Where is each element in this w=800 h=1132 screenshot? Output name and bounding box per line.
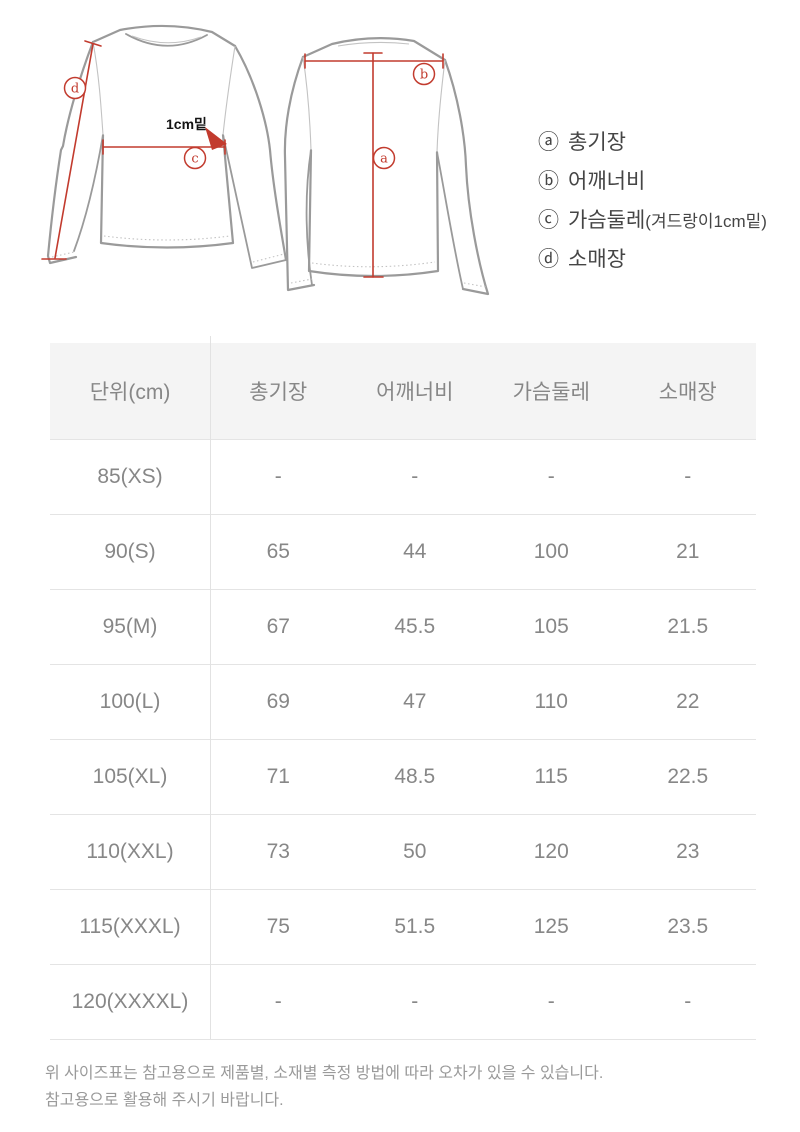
cell-shoulder: 48.5 xyxy=(394,765,436,788)
table-row: 85(XS) - - - - xyxy=(50,439,756,514)
legend-item-shoulder-width: ⓑ 어깨너비 xyxy=(538,165,767,195)
marker-a: a xyxy=(380,152,388,167)
table-row: 100(L) 69 47 110 22 xyxy=(50,664,756,739)
circled-d-icon: ⓓ xyxy=(538,248,559,271)
marker-b: b xyxy=(420,68,428,83)
cell-chest: - xyxy=(547,465,555,488)
cell-shoulder: - xyxy=(411,465,419,488)
measurement-lines xyxy=(41,40,444,278)
armpit-pointer xyxy=(205,127,227,150)
disclaimer-line-2: 참고용으로 활용해 주시기 바랍니다. xyxy=(45,1092,284,1109)
cell-total-length: 75 xyxy=(266,915,290,938)
size-label: 115(XXXL) xyxy=(79,915,181,938)
cell-shoulder: 51.5 xyxy=(394,915,436,938)
circled-a-icon: ⓐ xyxy=(538,131,559,154)
size-label: 100(L) xyxy=(99,690,161,713)
size-label: 110(XXL) xyxy=(86,840,174,863)
cell-shoulder: 50 xyxy=(403,840,427,863)
legend-label: 가슴둘레 xyxy=(568,209,646,232)
cell-chest: 115 xyxy=(534,765,568,788)
column-header-shoulder: 어깨너비 xyxy=(376,381,454,404)
marker-circles: d c b a xyxy=(63,62,436,170)
legend-label-suffix: (겨드랑이1cm밑) xyxy=(645,212,767,231)
size-label: 105(XL) xyxy=(92,765,168,788)
cell-sleeve: 22.5 xyxy=(667,765,709,788)
legend-label: 소매장 xyxy=(568,248,626,271)
circled-c-icon: ⓒ xyxy=(538,209,559,232)
cell-total-length: 67 xyxy=(266,615,290,638)
column-header-unit: 단위(cm) xyxy=(89,381,171,404)
size-label: 85(XS) xyxy=(97,465,163,488)
cell-shoulder: - xyxy=(411,990,419,1013)
cell-total-length: 73 xyxy=(266,840,290,863)
table-row: 95(M) 67 45.5 105 21.5 xyxy=(50,589,756,664)
cell-total-length: 69 xyxy=(266,690,290,713)
legend-label: 어깨너비 xyxy=(568,170,646,193)
disclaimer-line-1: 위 사이즈표는 참고용으로 제품별, 소재별 측정 방법에 따라 오차가 있을 … xyxy=(45,1065,604,1082)
measurement-diagram: d c b a 1cm밑 xyxy=(0,0,800,320)
size-label: 95(M) xyxy=(102,615,158,638)
table-row: 110(XXL) 73 50 120 23 xyxy=(50,814,756,889)
size-label: 90(S) xyxy=(104,540,156,563)
column-header-chest: 가슴둘레 xyxy=(512,381,590,404)
legend-item-sleeve: ⓓ 소매장 xyxy=(538,243,767,273)
table-header-row: 단위(cm) 총기장 어깨너비 가슴둘레 소매장 xyxy=(50,343,756,439)
legend-item-chest: ⓒ 가슴둘레 (겨드랑이1cm밑) xyxy=(538,204,767,234)
cell-total-length: 71 xyxy=(266,765,290,788)
front-shirt-seams xyxy=(51,35,285,263)
disclaimer-note: 위 사이즈표는 참고용으로 제품별, 소재별 측정 방법에 따라 오차가 있을 … xyxy=(45,1060,603,1114)
cell-sleeve: - xyxy=(684,990,692,1013)
cell-sleeve: 23 xyxy=(676,840,700,863)
size-label: 120(XXXXL) xyxy=(71,990,189,1013)
table-row: 105(XL) 71 48.5 115 22.5 xyxy=(50,739,756,814)
armpit-note-label: 1cm밑 xyxy=(166,116,207,132)
measurement-legend: ⓐ 총기장 ⓑ 어깨너비 ⓒ 가슴둘레 (겨드랑이1cm밑) ⓓ 소매장 xyxy=(538,126,767,273)
column-divider xyxy=(210,336,211,1039)
cell-chest: 120 xyxy=(533,840,569,863)
cell-sleeve: - xyxy=(684,465,692,488)
legend-label: 총기장 xyxy=(568,131,626,154)
cell-sleeve: 21.5 xyxy=(667,615,709,638)
cell-chest: 125 xyxy=(533,915,569,938)
cell-total-length: - xyxy=(274,465,282,488)
cell-chest: 105 xyxy=(533,615,569,638)
legend-item-total-length: ⓐ 총기장 xyxy=(538,126,767,156)
cell-total-length: - xyxy=(274,990,282,1013)
cell-sleeve: 21 xyxy=(676,540,700,563)
cell-total-length: 65 xyxy=(266,540,290,563)
table-row: 120(XXXXL) - - - - xyxy=(50,964,756,1039)
cell-shoulder: 44 xyxy=(403,540,427,563)
cell-shoulder: 45.5 xyxy=(394,615,436,638)
cell-sleeve: 23.5 xyxy=(667,915,709,938)
cell-chest: 110 xyxy=(534,690,568,713)
table-row: 90(S) 65 44 100 21 xyxy=(50,514,756,589)
size-table: 단위(cm) 총기장 어깨너비 가슴둘레 소매장 85(XS) - - - - … xyxy=(50,336,756,1040)
cell-chest: 100 xyxy=(533,540,569,563)
column-header-total-length: 총기장 xyxy=(249,381,308,404)
marker-d: d xyxy=(71,82,79,97)
table-row: 115(XXXL) 75 51.5 125 23.5 xyxy=(50,889,756,964)
cell-sleeve: 22 xyxy=(676,690,700,713)
column-header-sleeve: 소매장 xyxy=(658,381,717,404)
marker-c: c xyxy=(191,152,198,167)
circled-b-icon: ⓑ xyxy=(538,170,559,193)
cell-chest: - xyxy=(547,990,555,1013)
shirt-diagram-graphic: d c b a xyxy=(41,24,490,296)
cell-shoulder: 47 xyxy=(403,690,427,713)
